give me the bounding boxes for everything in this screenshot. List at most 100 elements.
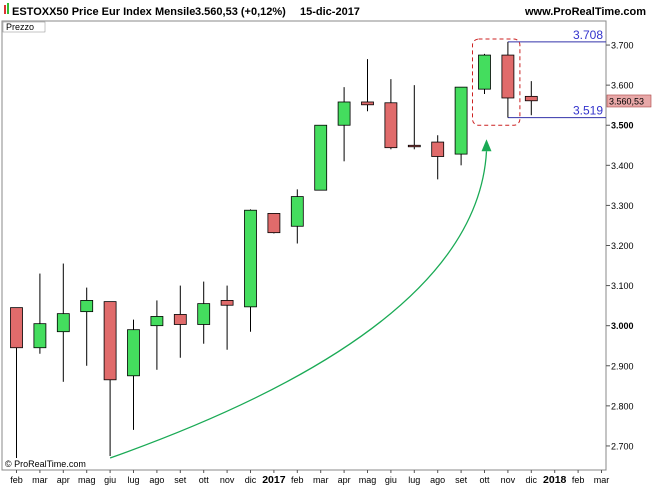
panel-label-box xyxy=(2,21,46,33)
candle-body xyxy=(220,300,234,306)
trend-arrow-line xyxy=(109,151,488,459)
candle-body xyxy=(267,213,281,234)
x-tick-label: giu xyxy=(104,475,116,485)
candle-body xyxy=(244,209,257,308)
x-tick-label: dic xyxy=(526,475,538,485)
x-tick-label: ago xyxy=(149,475,164,485)
x-tick-label: mar xyxy=(32,475,48,485)
x-tick-label: apr xyxy=(338,475,351,485)
candle xyxy=(478,53,491,94)
x-tick-label: ago xyxy=(430,475,445,485)
x-tick-label: mar xyxy=(313,475,329,485)
candle xyxy=(384,79,398,150)
candle xyxy=(337,87,351,162)
y-axis-ticks: 2.700 2.800 2.900 3.000 3.100 3.200 3.300 3.400… xyxy=(606,41,634,451)
annotations xyxy=(109,38,521,459)
candle-body xyxy=(10,307,23,349)
header-icon xyxy=(4,3,9,14)
candle-body xyxy=(524,95,538,102)
candle xyxy=(431,135,445,180)
x-tick-label: nov xyxy=(220,475,235,485)
y-tick-label: 3.300 xyxy=(611,201,634,211)
level-label: 3.708 xyxy=(573,28,603,42)
last-price-label: 3.560,53 xyxy=(609,96,644,106)
x-tick-label: lug xyxy=(127,475,139,485)
candle-body xyxy=(407,144,421,148)
x-tick-label: mag xyxy=(78,475,96,485)
last-price-tag: 3.560,53 xyxy=(606,94,652,108)
candle-body xyxy=(80,300,94,313)
x-tick-label: nov xyxy=(501,475,516,485)
y-tick-label: 3.500 xyxy=(611,121,634,131)
candle xyxy=(220,285,234,350)
x-tick-label: 2018 xyxy=(543,474,567,486)
candle xyxy=(454,86,468,166)
y-tick-label: 2.800 xyxy=(611,401,634,411)
candle-body xyxy=(173,314,187,325)
candle xyxy=(103,301,117,456)
highlight-box xyxy=(472,38,521,126)
candle-body xyxy=(501,54,515,99)
x-tick-label: set xyxy=(455,475,468,485)
x-tick-label: set xyxy=(174,475,187,485)
y-tick-label: 2.700 xyxy=(611,441,634,451)
y-tick-label: 2.900 xyxy=(611,361,634,371)
header-last-value: 3.560,53 (+0,12%) xyxy=(195,6,286,18)
candle xyxy=(314,124,328,191)
candle xyxy=(244,209,257,332)
y-tick-label: 3.100 xyxy=(611,281,634,291)
x-tick-label: giu xyxy=(385,475,397,485)
candle-body xyxy=(56,313,70,333)
level-lines: 3.708 3.519 xyxy=(507,28,606,119)
candle xyxy=(56,263,70,382)
level-label: 3.519 xyxy=(573,104,603,118)
header-site: www.ProRealTime.com xyxy=(524,6,646,18)
header-date: 15-dic-2017 xyxy=(300,6,360,18)
candle-body xyxy=(431,141,445,157)
header-symbol: ESTOXX50 Price Eur Index xyxy=(12,6,153,18)
candle-body xyxy=(361,101,374,106)
trend-arrow-head xyxy=(481,139,492,152)
candle xyxy=(361,59,374,112)
candle-body xyxy=(314,124,328,191)
candle xyxy=(524,81,538,116)
x-tick-label: 2017 xyxy=(262,474,286,486)
x-tick-label: ott xyxy=(199,475,210,485)
candle-body xyxy=(478,54,491,90)
x-tick-label: feb xyxy=(10,475,23,485)
x-tick-label: lug xyxy=(408,475,420,485)
candle xyxy=(150,300,164,370)
plot-frame xyxy=(1,20,607,471)
x-tick-label: feb xyxy=(572,475,585,485)
x-tick-label: apr xyxy=(57,475,70,485)
candle-body xyxy=(197,303,211,325)
candle xyxy=(173,285,187,358)
panel-label: Prezzo xyxy=(6,22,34,32)
candle xyxy=(501,41,515,118)
y-tick-label: 3.400 xyxy=(611,161,634,171)
candle xyxy=(197,281,211,344)
x-axis-labels: feb mar apr mag giu lug ago set ott nov dic 2017 feb… xyxy=(10,470,609,486)
candle xyxy=(407,85,421,150)
y-tick-label: 3.200 xyxy=(611,241,634,251)
candle-body xyxy=(103,301,117,381)
candle-body xyxy=(454,86,468,155)
candle xyxy=(267,213,281,234)
candle xyxy=(80,287,94,366)
x-tick-label: mar xyxy=(594,475,610,485)
candle-body xyxy=(33,323,47,349)
candle-body xyxy=(150,316,164,327)
candles xyxy=(10,41,538,458)
x-tick-label: dic xyxy=(245,475,257,485)
candle xyxy=(290,189,304,244)
last-price-box xyxy=(606,94,652,108)
y-tick-label: 3.600 xyxy=(611,81,634,91)
candle-body xyxy=(290,196,304,227)
candle xyxy=(127,319,140,430)
x-tick-label: mag xyxy=(359,475,377,485)
y-tick-label: 3.000 xyxy=(611,321,634,331)
header-period: Mensile xyxy=(155,6,195,18)
candle-body xyxy=(337,101,351,126)
